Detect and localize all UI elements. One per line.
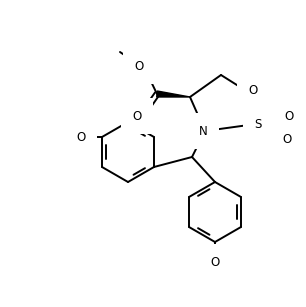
Text: O: O [284, 110, 294, 122]
Polygon shape [157, 91, 190, 97]
Text: O: O [76, 130, 86, 143]
Text: O: O [132, 110, 142, 122]
Text: O: O [282, 133, 292, 146]
Text: N: N [199, 125, 207, 138]
Text: O: O [210, 255, 220, 269]
Text: S: S [254, 118, 262, 130]
Text: O: O [248, 84, 258, 96]
Text: O: O [134, 60, 144, 72]
